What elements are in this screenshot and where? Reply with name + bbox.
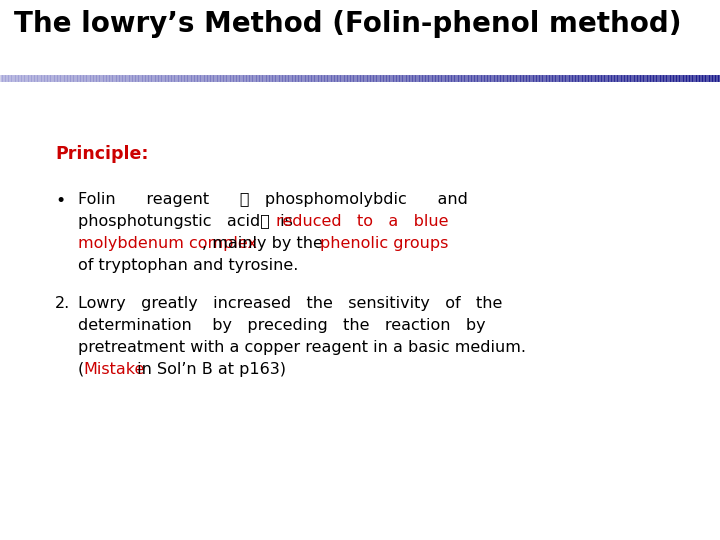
Text: in Sol’n B at p163): in Sol’n B at p163) [132,362,286,377]
Text: •: • [55,192,66,210]
Text: The lowry’s Method (Folin-phenol method): The lowry’s Method (Folin-phenol method) [14,10,682,38]
Text: Principle:: Principle: [55,145,148,163]
Text: of tryptophan and tyrosine.: of tryptophan and tyrosine. [78,258,298,273]
Text: phosphotungstic   acid）  is: phosphotungstic acid） is [78,214,303,229]
Text: reduced   to   a   blue: reduced to a blue [276,214,449,229]
Text: determination    by   preceding   the   reaction   by: determination by preceding the reaction … [78,318,485,333]
Text: molybdenum complex: molybdenum complex [78,236,257,251]
Text: Mistake: Mistake [83,362,145,377]
Text: pretreatment with a copper reagent in a basic medium.: pretreatment with a copper reagent in a … [78,340,526,355]
Text: Folin      reagent      （   phosphomolybdic      and: Folin reagent （ phosphomolybdic and [78,192,468,207]
Text: (: ( [78,362,84,377]
Text: , mainly by the: , mainly by the [202,236,333,251]
Text: phenolic groups: phenolic groups [320,236,449,251]
Text: 2.: 2. [55,296,71,311]
Text: Lowry   greatly   increased   the   sensitivity   of   the: Lowry greatly increased the sensitivity … [78,296,503,311]
